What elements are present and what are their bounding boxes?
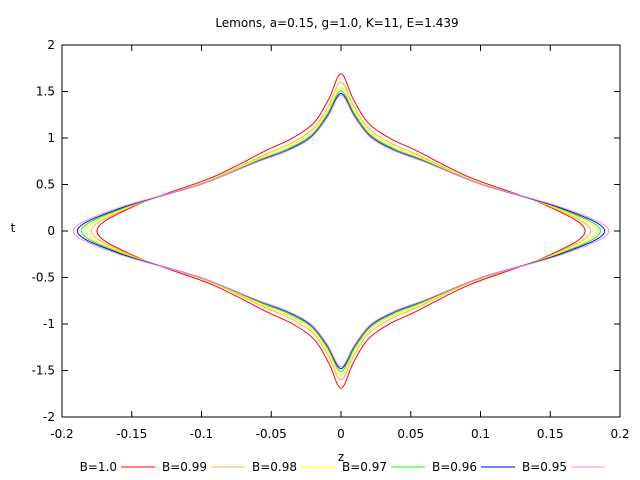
x-tick-label: -0.15 [116,427,147,441]
series-curve-B=0.96 [76,92,606,370]
legend-label: B=0.98 [252,460,297,474]
x-tick-label: 0.2 [610,427,629,441]
y-tick-label: -1.5 [32,364,55,378]
series-curve-B=0.98 [85,86,597,376]
y-tick-label: 1 [47,131,55,145]
x-axis-label: z [338,450,344,464]
y-tick-label: -2 [43,410,55,424]
y-tick-label: -1 [43,317,55,331]
legend-label: B=1.0 [80,460,117,474]
x-tick-label: -0.1 [190,427,213,441]
legend: B=1.0 B=0.99 B=0.98 B=0.97 B=0.96 B=0.95 [80,460,605,474]
legend-label: B=0.99 [162,460,207,474]
plot-frame [61,44,621,418]
axes: -0.2 -0.15 -0.1 -0.05 0 0.05 0.1 0.15 0.2 -2 -1.5 -… [32,38,630,441]
y-tick-label: 0 [47,224,55,238]
y-tick-label: 1.5 [36,85,55,99]
y-tick-label: 2 [47,38,55,52]
x-tick-label: -0.2 [50,427,73,441]
x-tick-label: 0 [337,427,345,441]
y-axis-label: t [11,221,16,235]
y-tick-label: -0.5 [32,271,55,285]
x-tick-label: -0.05 [256,427,287,441]
y-tick-label: 0.5 [36,178,55,192]
x-tick-label: 0.15 [537,427,564,441]
legend-label: B=0.96 [432,460,477,474]
curves [72,73,610,389]
legend-label: B=0.97 [342,460,387,474]
x-tick-label: 0.05 [397,427,424,441]
chart-title: Lemons, a=0.15, g=1.0, K=11, E=1.439 [215,16,458,30]
series-curve-B=0.95 [72,94,610,368]
x-tick-label: 0.1 [471,427,490,441]
series-curve-B=0.97 [81,90,601,372]
legend-label: B=0.95 [522,460,567,474]
series-curve-B=1.0 [96,73,586,389]
series-curve-B=0.99 [90,81,592,381]
